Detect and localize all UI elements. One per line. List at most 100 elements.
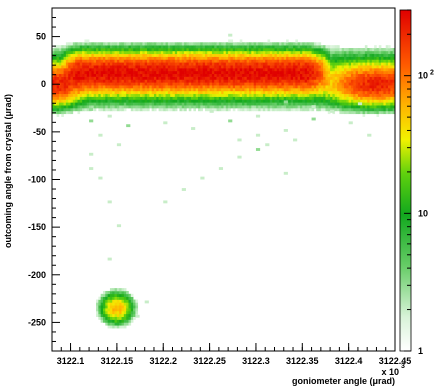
heatmap-cell	[330, 108, 333, 112]
heatmap-cell	[135, 310, 139, 315]
heatmap-cell	[105, 48, 108, 52]
heatmap-cell	[313, 50, 317, 55]
heatmap-cell	[116, 322, 120, 326]
heatmap-cell	[126, 302, 129, 306]
heatmap-cell	[179, 76, 183, 80]
heatmap-cell	[144, 93, 148, 97]
heatmap-cell	[123, 288, 127, 292]
heatmap-cell	[151, 65, 155, 69]
heatmap-cell	[121, 305, 125, 309]
heatmap-cell	[355, 59, 359, 63]
heatmap-cell	[147, 68, 150, 72]
heatmap-cell	[119, 45, 122, 49]
heatmap-cell	[186, 45, 190, 49]
heatmap-cell	[341, 62, 345, 66]
heatmap-cell	[357, 48, 361, 52]
heatmap-cell	[204, 88, 208, 92]
heatmap-cell	[318, 88, 322, 92]
heatmap-cell	[177, 79, 180, 83]
heatmap-cell	[142, 62, 146, 66]
heatmap-cell	[193, 65, 196, 69]
heatmap-cell	[290, 59, 294, 63]
y-tick-label: 0	[41, 79, 46, 89]
heatmap-cell	[390, 88, 393, 92]
heatmap-cell	[237, 62, 241, 66]
heatmap-cell	[193, 62, 196, 66]
heatmap-cell	[142, 73, 146, 77]
heatmap-cell	[265, 82, 268, 86]
heatmap-cell	[392, 53, 396, 57]
heatmap-cell	[344, 108, 347, 112]
heatmap-cell	[70, 102, 74, 106]
heatmap-cell	[323, 68, 326, 72]
heatmap-cell	[304, 62, 308, 66]
heatmap-cell	[130, 316, 134, 320]
heatmap-cell	[181, 48, 185, 52]
heatmap-cell	[244, 68, 247, 72]
heatmap-cell	[56, 59, 60, 63]
heatmap-cell	[63, 53, 67, 57]
heatmap-cell	[242, 45, 245, 49]
heatmap-cell	[149, 73, 152, 77]
heatmap-cell	[360, 85, 363, 89]
heatmap-cell	[144, 65, 148, 69]
heatmap-cell	[84, 96, 88, 100]
heatmap-cell	[302, 42, 305, 46]
heatmap-cell	[184, 42, 187, 46]
heatmap-cell	[381, 76, 384, 80]
heatmap-cell	[279, 68, 282, 72]
heatmap-cell	[77, 73, 81, 77]
heatmap-cell	[297, 108, 301, 112]
heatmap-cell	[262, 56, 266, 60]
heatmap-cell	[98, 99, 101, 103]
heatmap-cell	[153, 73, 157, 77]
heatmap-cell	[123, 313, 127, 317]
heatmap-cell	[96, 59, 99, 63]
heatmap-cell	[116, 88, 120, 92]
heatmap-cell	[230, 65, 234, 69]
heatmap-cell	[130, 90, 134, 95]
heatmap-cell	[239, 70, 243, 75]
heatmap-cell	[258, 45, 261, 49]
heatmap-cell	[102, 53, 106, 57]
heatmap-cell	[93, 105, 97, 109]
heatmap-cell	[255, 93, 259, 97]
heatmap-cell	[191, 70, 194, 75]
heatmap-cell	[360, 70, 363, 75]
heatmap-cell	[112, 313, 115, 317]
heatmap-cell	[77, 88, 81, 92]
heatmap-cell	[357, 73, 361, 77]
heatmap-cell	[121, 290, 125, 295]
heatmap-cell	[207, 59, 210, 63]
heatmap-cell	[174, 48, 178, 52]
heatmap-cell	[279, 53, 282, 57]
heatmap-cell	[367, 88, 370, 92]
heatmap-cell	[52, 99, 55, 103]
heatmap-cell	[144, 105, 148, 109]
heatmap-cell	[283, 45, 287, 49]
heatmap-cell	[121, 70, 125, 75]
heatmap-cell	[165, 42, 169, 46]
heatmap-cell	[272, 88, 275, 92]
heatmap-cell	[390, 53, 393, 57]
heatmap-cell	[350, 76, 354, 80]
heatmap-cell	[262, 53, 266, 57]
heatmap-cell	[223, 82, 227, 86]
heatmap-cell	[186, 85, 190, 89]
heatmap-cell	[96, 50, 99, 55]
heatmap-cell	[214, 42, 217, 46]
heatmap-cell	[214, 48, 217, 52]
heatmap-cell	[332, 73, 336, 77]
heatmap-cell	[204, 93, 208, 97]
heatmap-cell	[130, 296, 134, 300]
heatmap-cell	[112, 310, 115, 315]
heatmap-cell	[209, 68, 213, 72]
heatmap-cell	[339, 56, 342, 60]
heatmap-cell	[68, 59, 71, 63]
heatmap-cell	[327, 73, 331, 77]
heatmap-cell	[371, 56, 375, 60]
heatmap-cell	[86, 53, 90, 57]
heatmap-cell	[218, 48, 222, 52]
heatmap-cell	[153, 102, 157, 106]
heatmap-cell	[75, 53, 78, 57]
